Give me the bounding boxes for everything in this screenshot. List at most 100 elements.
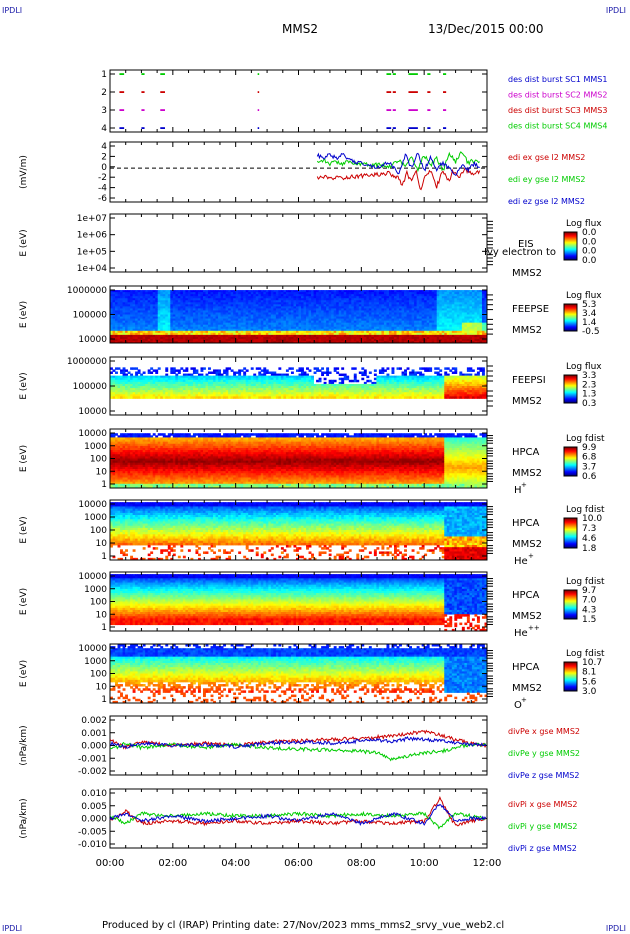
spectrogram-cell	[160, 396, 163, 398]
y-tick-label-edi: 4	[101, 142, 107, 152]
spectrogram-cell	[168, 396, 171, 398]
y-axis-label-feepse: E (eV)	[19, 301, 29, 328]
spectrogram-cell	[158, 367, 161, 369]
spectrogram-cell	[203, 396, 206, 398]
overlay-text-eis: Ivy electron to	[484, 247, 556, 258]
spectrogram-cell	[198, 396, 201, 398]
legend-entry-edi: edi ey gse l2 MMS2	[508, 175, 586, 184]
y-tick-label-divpe: 0.002	[81, 716, 107, 726]
y-tick-label-divpe: -0.002	[78, 767, 107, 777]
spectrogram-cell	[170, 396, 173, 398]
burst-interval	[443, 109, 446, 111]
legend-entry-burst: des dist burst SC3 MMS3	[508, 106, 607, 115]
spectrogram-cell	[213, 396, 216, 398]
spectrogram-cell	[208, 396, 211, 398]
burst-interval	[160, 91, 165, 93]
spectrogram-cell	[130, 367, 133, 369]
spectrogram-cell	[195, 396, 198, 398]
legend-entry-divpi: divPi x gse MMS2	[508, 800, 577, 809]
burst-interval	[443, 73, 446, 75]
spectrogram-cell	[163, 396, 166, 398]
series-line-edi	[317, 168, 479, 189]
spectrogram-cell	[138, 396, 141, 398]
burst-interval	[427, 91, 430, 93]
y-tick-label-feepse: 1000000	[67, 286, 107, 296]
spectrogram-cell	[113, 396, 116, 398]
spectrogram-cell	[153, 369, 156, 371]
spectrogram-cell	[200, 396, 203, 398]
burst-interval	[141, 73, 144, 75]
spectrogram-cell	[178, 396, 181, 398]
spectrogram-cell	[143, 372, 146, 374]
spectrogram-cell	[185, 369, 188, 371]
spectrogram-cell	[213, 372, 216, 374]
spectrogram-cell	[133, 396, 136, 398]
legend-entry-divpe: divPe x gse MMS2	[508, 727, 580, 736]
legend-entry-divpe: divPe y gse MMS2	[508, 749, 580, 758]
spectrogram-cell	[158, 396, 161, 398]
spectrogram-cell	[145, 396, 148, 398]
spectrogram-cell	[125, 396, 128, 398]
series-line-divpi	[110, 797, 486, 826]
spectrogram-cell	[128, 372, 131, 374]
spectrogram-cell	[150, 367, 153, 369]
spectrogram-cell	[118, 367, 121, 369]
burst-interval	[160, 127, 165, 129]
legend-entry-edi: edi ex gse l2 MMS2	[508, 153, 585, 162]
legend-entry-divpi: divPi y gse MMS2	[508, 822, 577, 831]
y-axis-label-divpi: (nPa/km)	[19, 798, 29, 838]
legend-entry-burst: des dist burst SC2 MMS2	[508, 91, 607, 100]
y-tick-label-divpi: -0.005	[78, 827, 107, 837]
spectrogram-cell	[135, 396, 138, 398]
y-tick-label-divpe: 0.001	[81, 729, 107, 739]
species-label-feepse: FEEPSE	[512, 304, 549, 315]
burst-interval	[443, 127, 446, 129]
burst-interval	[160, 109, 165, 111]
spacecraft-label-eis: MMS2	[512, 268, 542, 279]
spectrogram-cell	[120, 372, 123, 374]
spectrogram-cell	[178, 372, 181, 374]
spectrogram-cell	[118, 396, 121, 398]
spectrogram-cell	[183, 396, 186, 398]
burst-interval	[258, 127, 260, 129]
y-tick-label-edi: 2	[101, 152, 107, 162]
spacecraft-label-feepse: MMS2	[512, 325, 542, 336]
spectrogram-cell	[193, 372, 196, 374]
spectrogram-cell	[135, 367, 138, 369]
spectrogram-cell	[130, 396, 133, 398]
spectrogram-cell	[150, 372, 153, 374]
y-tick-label-divpi: -0.010	[78, 840, 107, 850]
spectrogram-cell	[195, 372, 198, 374]
y-tick-label-divpe: -0.001	[78, 754, 107, 764]
spectrogram-cell	[183, 369, 186, 371]
spectrogram-cell	[180, 396, 183, 398]
spectrogram-cell	[120, 396, 123, 398]
spectrogram-cell	[190, 396, 193, 398]
spectrogram-cell	[206, 396, 209, 398]
burst-interval	[427, 109, 430, 111]
spectrogram-cell	[155, 396, 158, 398]
y-tick-label-edi: 0	[101, 163, 107, 173]
burst-interval	[386, 109, 391, 111]
burst-interval	[258, 91, 260, 93]
spectrogram-cell	[211, 396, 214, 398]
burst-interval	[393, 91, 396, 93]
spectrogram-cell	[211, 372, 214, 374]
y-tick-label-feepse: 10000	[78, 335, 107, 345]
y-tick-label-burst: 3	[101, 106, 107, 116]
burst-interval	[258, 109, 260, 111]
legend-entry-burst: des dist burst SC1 MMS1	[508, 75, 607, 84]
panel-frame-burst	[110, 70, 487, 132]
burst-interval	[119, 127, 124, 129]
burst-interval	[258, 73, 260, 75]
spectrogram-cell	[150, 396, 153, 398]
y-axis-label-divpe: (nPa/km)	[19, 725, 29, 765]
burst-interval	[141, 109, 144, 111]
burst-interval	[393, 127, 396, 129]
y-tick-label-edi: -2	[98, 173, 107, 183]
spectrogram-cell	[148, 372, 151, 374]
spectrogram-cell	[165, 396, 168, 398]
spectrogram-cell	[180, 367, 183, 369]
spectrogram-cells-feepsi	[110, 367, 487, 398]
spectrogram-cell	[203, 367, 206, 369]
